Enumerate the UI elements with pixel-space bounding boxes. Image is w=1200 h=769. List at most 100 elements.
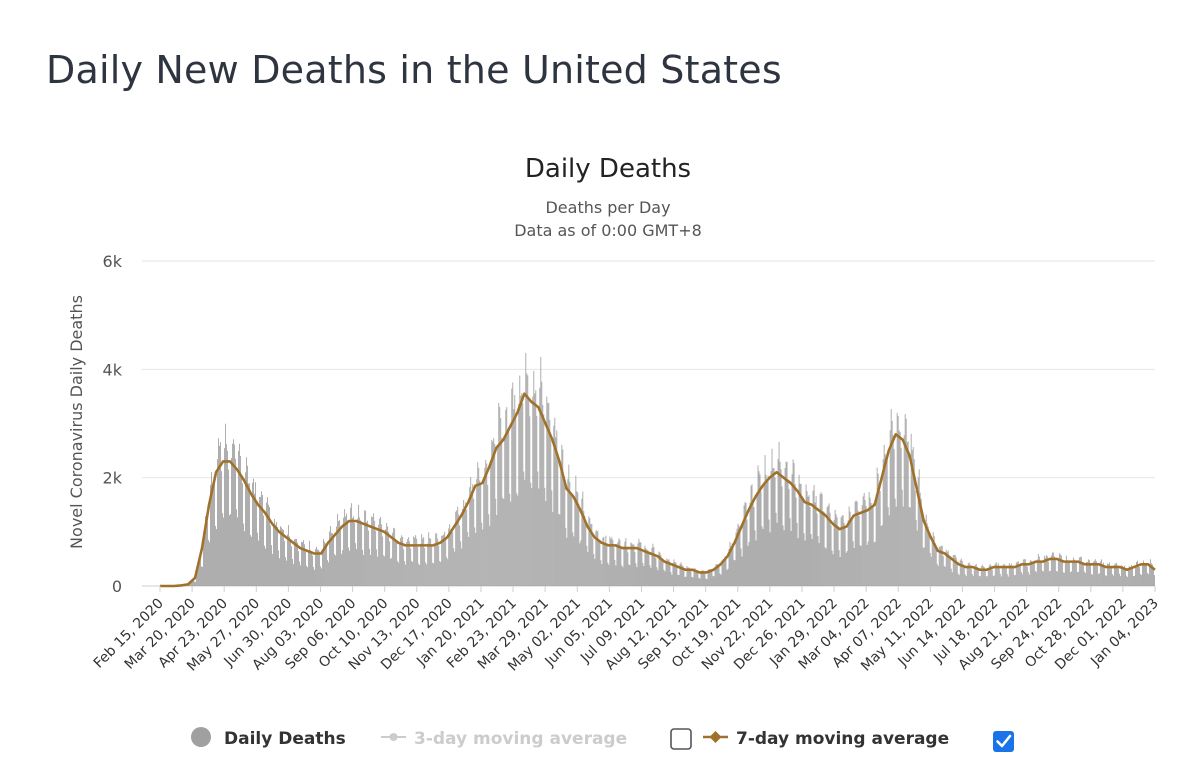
daily-deaths-bar [925, 514, 927, 586]
daily-deaths-bar [358, 504, 360, 586]
daily-deaths-bar [522, 402, 524, 586]
daily-deaths-bar [278, 550, 279, 586]
daily-deaths-bar [412, 561, 414, 586]
daily-deaths-bar [683, 569, 685, 586]
daily-deaths-bar [447, 559, 449, 586]
daily-deaths-bar [673, 559, 675, 586]
daily-deaths-bar [850, 519, 852, 586]
daily-deaths-bar [503, 498, 505, 586]
daily-deaths-bar [1136, 560, 1138, 586]
daily-deaths-bar [731, 543, 733, 586]
daily-deaths-bar [841, 515, 843, 586]
daily-deaths-bar [818, 543, 820, 586]
daily-deaths-bar [254, 493, 255, 586]
ma7-checkbox-box [993, 731, 1014, 752]
daily-deaths-bar [854, 501, 856, 586]
daily-deaths-bar [212, 484, 213, 586]
daily-deaths-bar [386, 523, 388, 586]
legend-item-3day-ma[interactable]: 3-day moving average [381, 729, 627, 749]
daily-deaths-bar [323, 539, 325, 586]
daily-deaths-bar [857, 510, 859, 586]
daily-deaths-bar [1015, 562, 1017, 586]
daily-deaths-bar [903, 435, 905, 586]
daily-deaths-bar [836, 517, 838, 586]
daily-deaths-bar [950, 568, 952, 586]
daily-deaths-bar [1093, 560, 1095, 586]
daily-deaths-bar [973, 567, 975, 586]
daily-deaths-bar [403, 549, 405, 586]
daily-deaths-bar [288, 525, 289, 586]
daily-deaths-bar [510, 501, 512, 586]
daily-deaths-bar [896, 412, 898, 586]
daily-deaths-bar [562, 449, 564, 586]
daily-deaths-bar [1090, 573, 1092, 586]
legend-item-7day-ma[interactable]: 7-day moving average [703, 729, 949, 749]
daily-deaths-bar [678, 574, 680, 586]
daily-deaths-bar [402, 536, 404, 586]
daily-deaths-bar [875, 494, 877, 586]
daily-deaths-bar [360, 520, 362, 586]
daily-deaths-bar [1083, 571, 1085, 586]
daily-deaths-bar [450, 529, 452, 586]
daily-deaths-bar [536, 415, 538, 586]
daily-deaths-bar [919, 492, 921, 586]
daily-deaths-bar [399, 542, 401, 586]
daily-deaths-bar [701, 570, 703, 586]
daily-deaths-bar [1035, 572, 1037, 586]
daily-deaths-bar [439, 561, 441, 586]
daily-deaths-bar [795, 497, 797, 586]
daily-deaths-bar [1059, 554, 1061, 586]
daily-deaths-bar [1075, 561, 1077, 586]
daily-deaths-bar [868, 492, 870, 586]
daily-deaths-bar [937, 566, 939, 586]
daily-deaths-bar [303, 540, 304, 586]
daily-deaths-bar [873, 542, 875, 586]
daily-deaths-bar [762, 528, 764, 586]
daily-deaths-bar [997, 563, 999, 586]
daily-deaths-bar [441, 535, 443, 586]
daily-deaths-bar [1005, 568, 1007, 586]
daily-deaths-bar [662, 561, 664, 586]
daily-deaths-bar [228, 469, 229, 586]
daily-deaths-bar [241, 476, 242, 586]
legend-item-daily-deaths[interactable]: Daily Deaths [191, 727, 346, 749]
daily-deaths-bar [1066, 560, 1068, 586]
daily-deaths-bar [528, 396, 530, 586]
daily-deaths-bar [834, 509, 836, 586]
daily-deaths-bar [974, 564, 976, 586]
daily-deaths-bar [507, 431, 509, 586]
ma3-checkbox[interactable] [670, 728, 692, 750]
daily-deaths-bar [761, 526, 763, 586]
daily-deaths-bar [704, 573, 706, 586]
daily-deaths-bar [1050, 555, 1052, 586]
daily-deaths-bar [602, 537, 604, 586]
daily-deaths-bar [874, 541, 876, 586]
daily-deaths-bar [195, 581, 196, 586]
daily-deaths-bar [442, 535, 444, 586]
daily-deaths-bar [1086, 562, 1088, 586]
daily-deaths-bar [312, 555, 313, 586]
daily-deaths-bar [912, 446, 914, 586]
daily-deaths-bar [457, 506, 459, 586]
daily-deaths-bar [833, 519, 835, 586]
daily-deaths-bar [985, 576, 987, 586]
daily-deaths-bar [652, 543, 654, 586]
ma7-checkbox[interactable] [993, 731, 1014, 752]
daily-deaths-bar [920, 498, 922, 586]
daily-deaths-bar [398, 562, 400, 586]
daily-deaths-bar [1123, 565, 1125, 586]
legend: Daily Deaths 3-day moving average 7-day … [191, 727, 1014, 752]
daily-deaths-bar [942, 556, 944, 586]
daily-deaths-bar [626, 548, 628, 586]
daily-deaths-bar [400, 537, 402, 586]
legend-daily-deaths-label: Daily Deaths [224, 729, 346, 749]
daily-deaths-bar [921, 517, 923, 586]
daily-deaths-bar [712, 575, 714, 586]
daily-deaths-bar [1101, 564, 1103, 586]
daily-deaths-bar [770, 471, 772, 586]
daily-deaths-bar [1106, 563, 1108, 586]
daily-deaths-bar [773, 468, 775, 586]
daily-deaths-bar [1105, 575, 1107, 586]
daily-deaths-bar [944, 566, 946, 586]
daily-deaths-bar [387, 526, 389, 586]
